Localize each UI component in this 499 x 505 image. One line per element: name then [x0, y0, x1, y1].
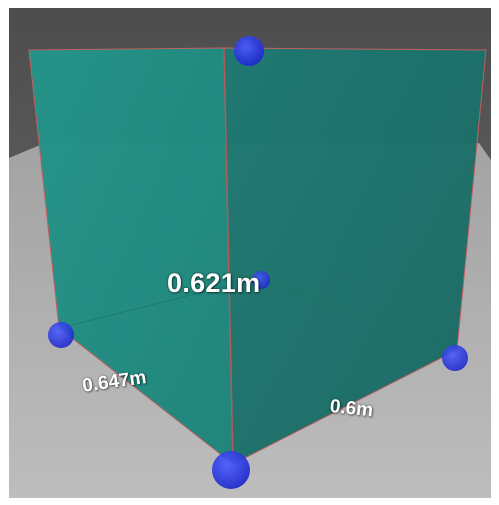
width-measurement-label: 0.6m: [328, 396, 375, 422]
measure-handle-icon[interactable]: [442, 345, 468, 371]
box-hidden-edge: [58, 277, 260, 329]
measure-handle-icon[interactable]: [212, 451, 250, 489]
ar-camera-view: 0.621m 0.647m 0.6m: [9, 8, 491, 498]
height-measurement-label: 0.621m: [167, 268, 261, 298]
measure-handle-icon[interactable]: [48, 322, 74, 348]
measure-handle-icon[interactable]: [252, 271, 270, 289]
box-hidden-edge: [258, 277, 458, 351]
box-center-edge: [223, 47, 234, 465]
measure-handle-icon[interactable]: [234, 36, 264, 66]
ar-scene: [9, 8, 491, 498]
